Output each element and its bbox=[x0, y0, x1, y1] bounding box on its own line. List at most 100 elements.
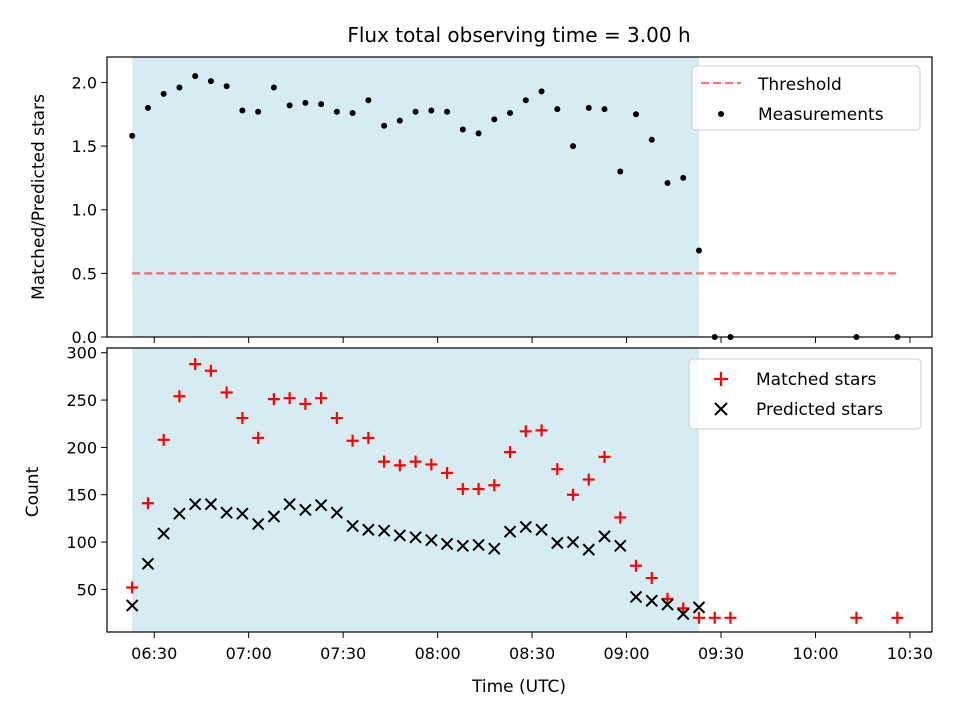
matched-star-point bbox=[582, 473, 595, 486]
axes-frame bbox=[106, 347, 933, 633]
measurement-point bbox=[270, 84, 277, 91]
predicted-star-point bbox=[251, 517, 265, 531]
predicted-star-point bbox=[236, 507, 249, 520]
matched-star-point bbox=[157, 433, 170, 446]
predicted-star-point bbox=[692, 601, 706, 614]
matched-star-point bbox=[267, 393, 280, 406]
predicted-star-point bbox=[503, 525, 517, 538]
predicted-star-point bbox=[346, 519, 359, 533]
matched-star-point bbox=[362, 431, 375, 444]
predicted-star-point bbox=[456, 539, 470, 553]
legend-matched-swatch bbox=[714, 372, 728, 386]
matched-star-point bbox=[409, 455, 422, 468]
measurement-point bbox=[695, 247, 702, 254]
x-tick-label: 09:30 bbox=[698, 644, 744, 663]
matched-star-point bbox=[630, 559, 643, 572]
measurement-point bbox=[396, 117, 403, 124]
predicted-star-point bbox=[204, 497, 218, 511]
predicted-star-point bbox=[393, 529, 407, 542]
measurement-point bbox=[349, 110, 356, 116]
predicted-star-point bbox=[267, 510, 281, 523]
y-tick-label: 100 bbox=[66, 533, 97, 552]
y-tick-label: 1.0 bbox=[72, 201, 97, 220]
measurement-point bbox=[601, 106, 608, 113]
predicted-star-point bbox=[125, 599, 139, 612]
y-tick-label: 300 bbox=[66, 344, 97, 363]
x-tick-label: 08:00 bbox=[415, 644, 461, 663]
y-tick-label: 50 bbox=[77, 580, 97, 599]
legend-predicted-swatch bbox=[714, 402, 728, 416]
measurement-point bbox=[475, 130, 482, 137]
matched-star-point bbox=[393, 459, 406, 472]
matched-star-point bbox=[567, 488, 580, 501]
predicted-star-point bbox=[330, 506, 344, 519]
axes-frame bbox=[106, 56, 933, 338]
matched-star-point bbox=[551, 463, 564, 476]
ratio-panel: 0.0 0.5 1.0 1.5 2.0 Threshold Measurements bbox=[72, 56, 933, 347]
measurement-point bbox=[617, 168, 624, 175]
predicted-star-point bbox=[377, 524, 391, 537]
predicted-star-point bbox=[645, 594, 658, 607]
predicted-star-point bbox=[314, 498, 328, 512]
predicted-star-point bbox=[157, 527, 170, 540]
matched-star-point bbox=[891, 611, 904, 624]
measurement-point bbox=[176, 84, 183, 91]
measurement-point bbox=[459, 126, 466, 133]
y-tick-label: 2.0 bbox=[72, 73, 97, 92]
matched-star-point bbox=[204, 364, 217, 377]
predicted-star-point bbox=[188, 497, 202, 511]
matched-star-point bbox=[677, 602, 690, 615]
measurement-point bbox=[554, 106, 561, 113]
matched-star-point bbox=[346, 434, 359, 447]
measurement-point bbox=[491, 116, 498, 123]
matched-star-point bbox=[850, 611, 863, 624]
matched-star-point bbox=[126, 581, 139, 594]
measurement-point bbox=[664, 180, 671, 186]
measurement-point bbox=[507, 110, 514, 116]
predicted-star-point bbox=[629, 590, 643, 604]
shaded-span bbox=[132, 348, 699, 632]
measurement-point bbox=[223, 83, 230, 90]
legend-box bbox=[688, 358, 922, 430]
y-tick-label: 0.0 bbox=[72, 328, 97, 347]
x-tick-label: 06:30 bbox=[131, 644, 177, 663]
matched-star-point bbox=[456, 483, 469, 496]
measurement-point bbox=[333, 108, 340, 115]
matched-star-point bbox=[315, 392, 328, 405]
predicted-star-point bbox=[141, 557, 155, 571]
matched-star-point bbox=[330, 412, 343, 425]
measurement-point bbox=[365, 97, 372, 104]
count-panel: 50 100 150 200 250 300 06:30 07:00 07:30 08:00 08:… bbox=[66, 344, 933, 663]
shaded-span bbox=[132, 57, 699, 337]
measurement-point bbox=[680, 174, 687, 181]
chart-title: Flux total observing time = 3.00 h bbox=[347, 23, 690, 47]
predicted-star-point bbox=[598, 530, 611, 543]
measurement-point bbox=[585, 104, 592, 111]
matched-star-point bbox=[504, 446, 517, 459]
measurement-point bbox=[129, 132, 136, 139]
matched-star-point bbox=[441, 466, 454, 479]
predicted-star-point bbox=[409, 531, 422, 544]
measurement-point bbox=[286, 102, 293, 109]
matched-star-point bbox=[378, 455, 391, 468]
top-y-axis-label: Matched/Predicted stars bbox=[29, 94, 49, 300]
matched-star-point bbox=[220, 386, 233, 399]
matched-star-point bbox=[535, 424, 548, 437]
matched-star-point bbox=[141, 497, 154, 510]
y-tick-label: 1.5 bbox=[72, 137, 97, 156]
matched-star-point bbox=[598, 450, 611, 463]
predicted-star-point bbox=[582, 543, 595, 556]
legend-threshold-label: Threshold bbox=[757, 75, 842, 95]
y-tick-label: 0.5 bbox=[72, 264, 97, 283]
measurement-point bbox=[428, 107, 435, 114]
predicted-star-point bbox=[299, 503, 312, 517]
legend-matched-label: Matched stars bbox=[756, 370, 876, 390]
predicted-star-point bbox=[519, 520, 533, 534]
matched-star-point bbox=[645, 572, 658, 585]
predicted-star-point bbox=[220, 506, 233, 519]
matched-star-point bbox=[708, 611, 721, 624]
top-legend: Threshold Measurements bbox=[691, 65, 921, 131]
measurement-point bbox=[522, 97, 529, 104]
y-tick-label: 150 bbox=[66, 486, 97, 505]
x-tick-label: 09:00 bbox=[604, 644, 650, 663]
